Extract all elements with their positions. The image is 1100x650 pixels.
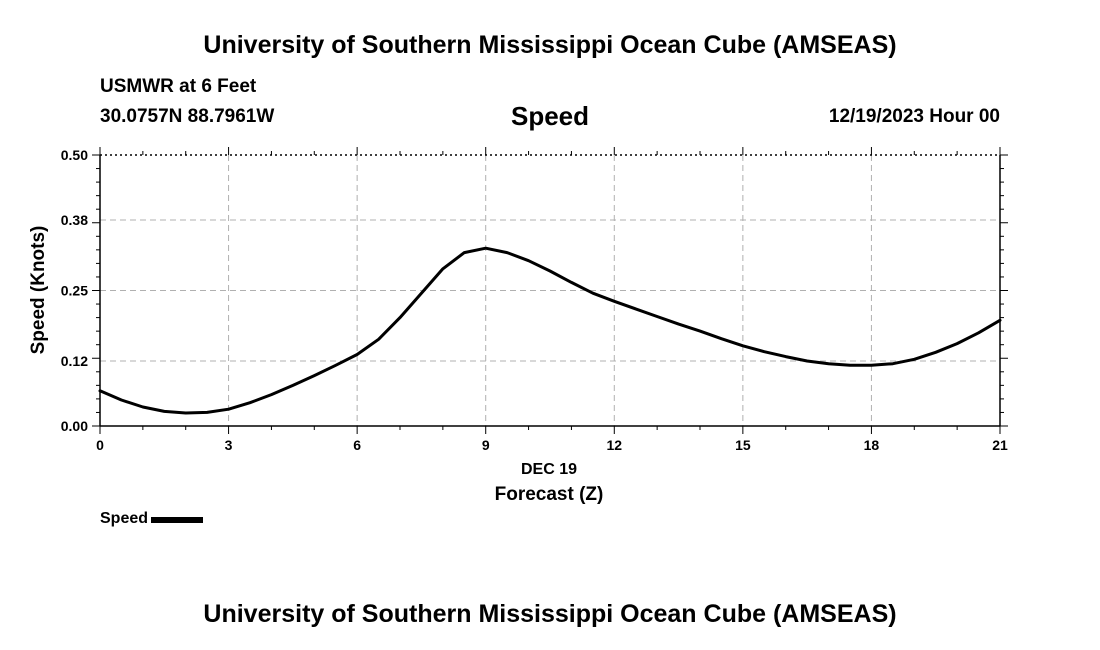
series-layer: [98, 246, 1002, 415]
y-axis-label: Speed (Knots): [28, 226, 49, 355]
ticks: 0.00 0.12 0.25 0.38 0.50 0 3 6 9 12 15 18 21: [61, 147, 1008, 453]
x-tick-label: 6: [353, 437, 361, 453]
y-tick-label: 0.12: [61, 353, 88, 369]
legend-swatch: [151, 517, 204, 523]
speed-series-line: [98, 246, 1002, 415]
x-tick-label: 21: [992, 437, 1008, 453]
x-axis-label: Forecast (Z): [495, 484, 604, 505]
main-title: University of Southern Mississippi Ocean…: [203, 31, 897, 59]
y-tick-label: 0.00: [61, 418, 88, 434]
footer-title: University of Southern Mississippi Ocean…: [203, 600, 897, 628]
y-tick-label: 0.38: [61, 212, 88, 228]
x-date-label: DEC 19: [521, 461, 577, 478]
station-label: USMWR at 6 Feet: [100, 76, 257, 97]
x-tick-label: 12: [606, 437, 622, 453]
x-tick-label: 3: [225, 437, 233, 453]
y-tick-label: 0.50: [61, 147, 88, 163]
chart-subtitle: Speed: [510, 101, 590, 131]
grid-lines: [100, 154, 1000, 426]
y-tick-label: 0.25: [61, 283, 88, 299]
x-tick-label: 9: [482, 437, 490, 453]
forecast-datetime: 12/19/2023 Hour 00: [828, 106, 1000, 127]
legend: Speed: [100, 510, 204, 528]
x-tick-label: 18: [864, 437, 880, 453]
x-tick-label: 0: [96, 437, 104, 453]
x-tick-label: 15: [735, 437, 751, 453]
coordinates-label: 30.0757N 88.7961W: [100, 106, 275, 127]
legend-label: Speed: [100, 510, 149, 527]
